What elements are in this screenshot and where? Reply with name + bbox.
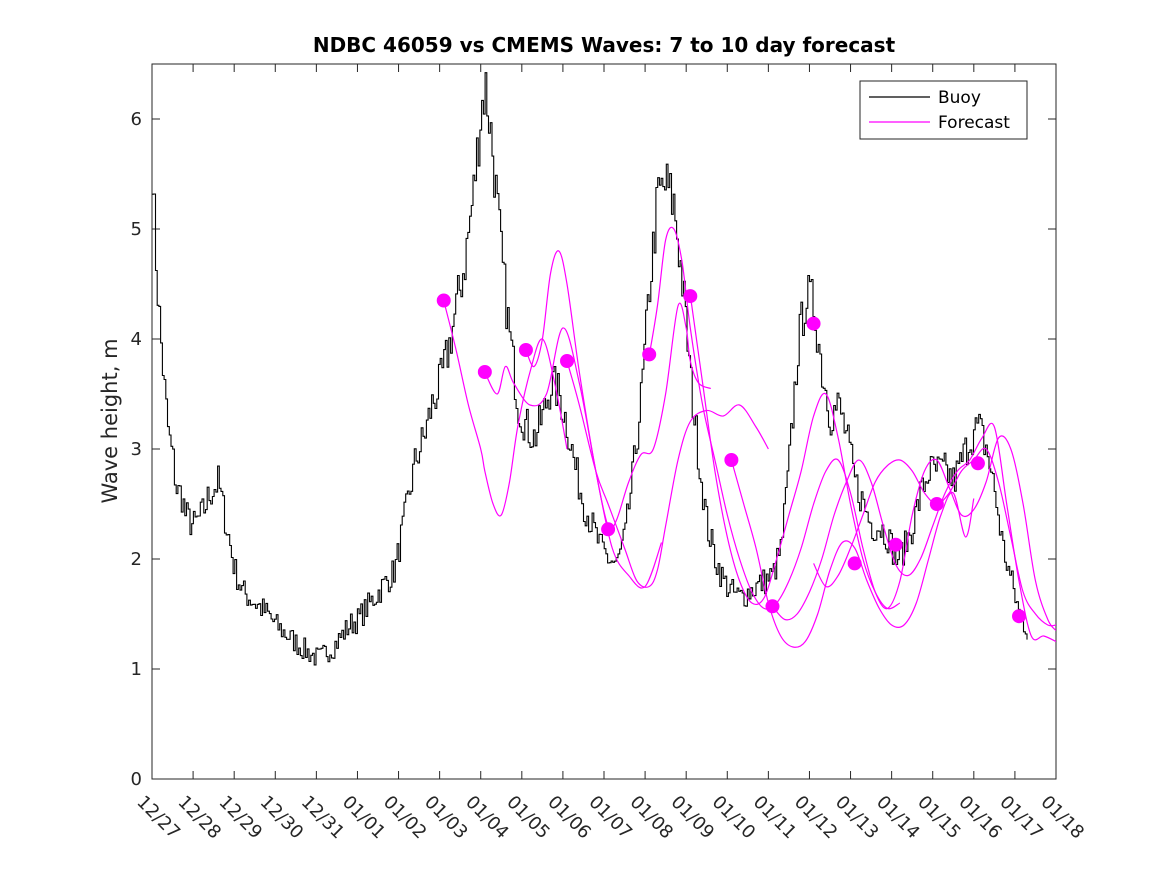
forecast-start-marker	[847, 556, 862, 571]
forecast-start-marker	[477, 365, 492, 379]
forecast-series-line-6	[689, 294, 901, 610]
forecast-start-marker	[642, 347, 657, 362]
forecast-start-marker	[724, 453, 739, 467]
chart-title: NDBC 46059 vs CMEMS Waves: 7 to 10 day f…	[313, 33, 896, 57]
forecast-start-marker	[1012, 609, 1027, 624]
forecast-series-line-7	[730, 459, 975, 648]
forecast-start-marker	[765, 599, 780, 614]
buoy-series-line	[152, 72, 1028, 666]
y-tick-label: 2	[131, 549, 142, 570]
y-tick-label: 3	[131, 439, 142, 460]
forecast-start-marker	[929, 497, 944, 511]
forecast-series-line-5	[648, 226, 1056, 631]
y-tick-label: 4	[131, 329, 142, 350]
forecast-series-line-4	[566, 360, 769, 588]
legend-buoy-label: Buoy	[938, 88, 981, 108]
y-tick-label: 1	[131, 659, 142, 680]
forecast-start-marker	[888, 537, 903, 552]
forecast-start-marker	[601, 522, 616, 537]
legend: Buoy Forecast	[859, 80, 1028, 140]
forecast-start-marker	[970, 456, 985, 471]
forecast-start-marker	[683, 289, 698, 304]
forecast-start-marker	[518, 343, 533, 357]
legend-forecast-label: Forecast	[938, 113, 1010, 133]
forecast-start-marker	[806, 316, 821, 331]
legend-box	[859, 80, 1028, 140]
y-tick-label: 0	[131, 769, 142, 790]
y-tick-label: 5	[131, 219, 142, 240]
forecast-series-line-2	[484, 327, 663, 589]
forecast-series-line-8	[772, 422, 1056, 643]
forecast-start-marker	[436, 293, 451, 308]
forecast-start-marker	[560, 354, 575, 368]
y-axis-label: Wave height, m	[98, 338, 122, 503]
y-tick-label: 6	[131, 109, 142, 130]
